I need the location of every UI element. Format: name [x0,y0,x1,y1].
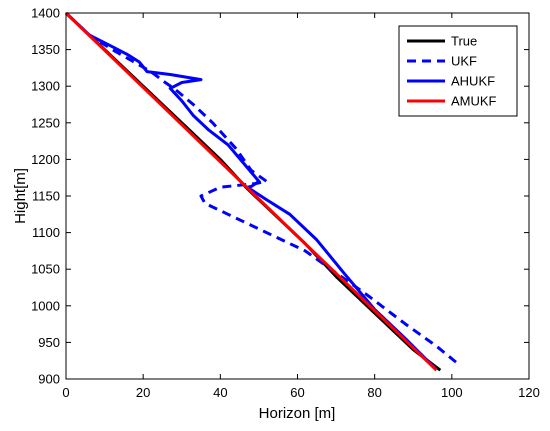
x-tick-label: 120 [518,385,540,400]
x-tick-label: 60 [290,385,304,400]
y-tick-label: 1150 [32,189,60,204]
axis-layer: 0 20 40 60 80 100 120 900 950 1000 1050 1100 1150 120… [31,6,540,401]
y-tick-label: 1100 [32,225,60,240]
legend-label-amukf: AMUKF [451,94,497,109]
x-tick-label: 40 [213,385,227,400]
y-tick-label: 1350 [31,42,60,57]
y-tick-label: 1300 [31,79,60,94]
y-tick-label: 900 [38,372,60,387]
x-tick-label: 20 [136,385,150,400]
legend-label-true: True [451,34,477,49]
y-tick-label: 1000 [31,298,60,313]
series-layer [64,11,461,372]
legend-label-ukf: UKF [451,54,477,69]
y-tick-label: 1050 [31,262,60,277]
y-axis-label: Hight[m] [12,168,29,224]
series-line-ahukf [64,11,438,371]
x-axis-label: Horizon [m] [259,405,336,422]
y-tick-label: 1200 [31,152,60,167]
y-tick-label: 1400 [31,6,60,21]
x-tick-label: 80 [367,385,381,400]
series-line-amukf [64,11,438,372]
x-tick-label: 0 [62,385,69,400]
y-tick-label: 1250 [31,115,60,130]
legend-label-ahukf: AHUKF [451,74,495,89]
legend: True UKF AHUKF AMUKF [398,25,518,117]
y-tick-label: 950 [38,335,60,350]
x-tick-label: 100 [441,385,463,400]
